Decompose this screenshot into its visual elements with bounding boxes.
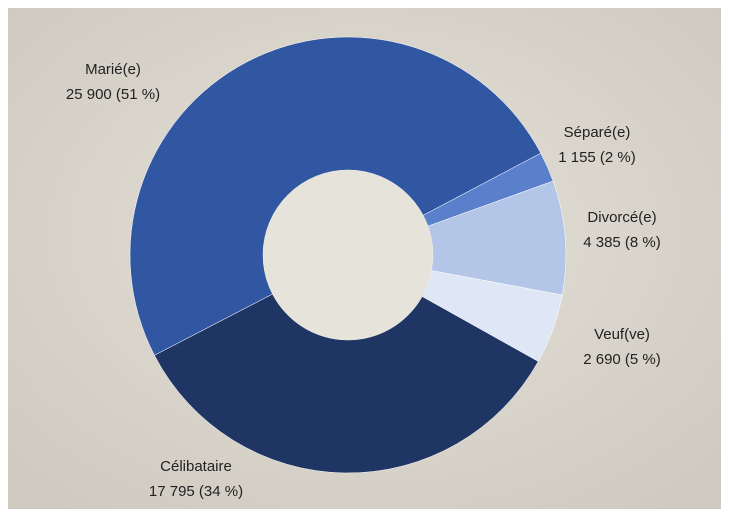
value-label: 1 155 (2 %) — [558, 149, 636, 166]
chart: Marié(e) 25 900 (51 %) Séparé(e) 1 155 (2 %… — [0, 0, 729, 518]
value-label: 25 900 (51 %) — [66, 86, 160, 103]
slice-label: Célibataire — [160, 458, 232, 475]
value-label: 4 385 (8 %) — [583, 234, 661, 251]
value-label: 2 690 (5 %) — [583, 351, 661, 368]
value-label: 17 795 (34 %) — [149, 483, 243, 500]
slice-label: Divorcé(e) — [587, 209, 656, 226]
slice-label: Marié(e) — [85, 61, 141, 78]
slice-label: Séparé(e) — [564, 124, 631, 141]
slice-label: Veuf(ve) — [594, 326, 650, 343]
donut-hole — [263, 170, 433, 340]
